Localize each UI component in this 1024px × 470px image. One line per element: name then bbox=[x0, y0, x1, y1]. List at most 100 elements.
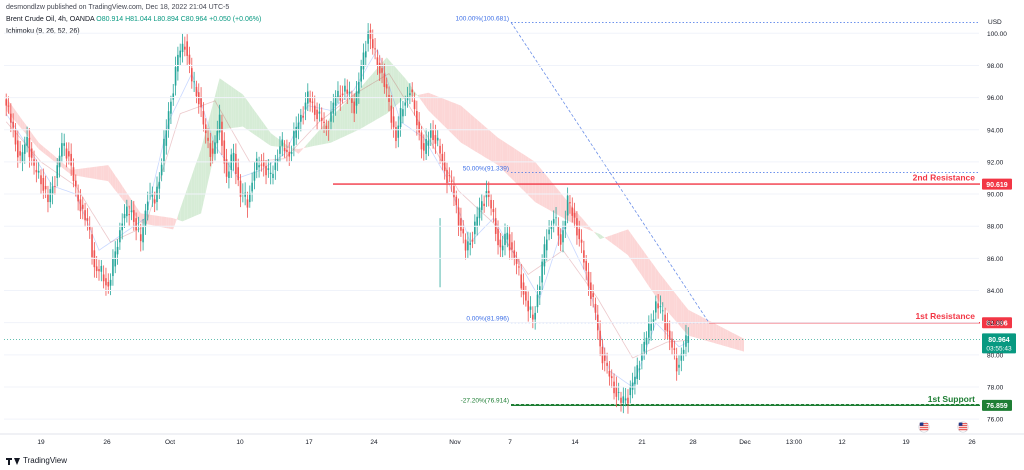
candle-body bbox=[153, 199, 156, 204]
cloud-segment bbox=[254, 110, 257, 137]
cloud-segment bbox=[293, 148, 297, 153]
candle-body bbox=[555, 217, 557, 219]
candle-body bbox=[566, 195, 569, 216]
candle-body bbox=[467, 241, 469, 251]
last-price-tag bbox=[982, 333, 1016, 354]
candle bbox=[636, 357, 639, 385]
economic-events[interactable] bbox=[918, 421, 969, 433]
candle-body bbox=[40, 175, 42, 185]
candle-body bbox=[360, 65, 362, 82]
candle bbox=[392, 107, 395, 138]
cloud-segment bbox=[602, 236, 605, 239]
candle bbox=[499, 233, 502, 257]
cloud-segment bbox=[80, 168, 83, 177]
cloud-segment bbox=[198, 149, 202, 215]
candle bbox=[151, 186, 154, 207]
candle bbox=[548, 220, 550, 241]
candle bbox=[404, 95, 407, 117]
cloud-segment bbox=[126, 192, 130, 209]
candle bbox=[436, 129, 439, 147]
price-axis[interactable]: USD 76.00 78.00 80.00 82.00 84.00 86.00 88.00 90… bbox=[4, 19, 1007, 424]
candle bbox=[675, 347, 678, 381]
candle bbox=[7, 96, 10, 114]
candle bbox=[457, 198, 460, 237]
cloud-segment bbox=[335, 110, 338, 141]
candle bbox=[606, 352, 608, 374]
candle bbox=[209, 132, 212, 167]
cloud-segment bbox=[407, 81, 410, 98]
fib-level-label: 0.00%(81.996) bbox=[466, 316, 509, 323]
indicator-legend[interactable]: Ichimoku (9, 26, 52, 26) bbox=[6, 28, 80, 35]
time-tick-label: 26 bbox=[968, 439, 976, 446]
fibonacci-retracement[interactable]: 100.00%(100.681) 50.00%(91.339) 0.00%(81.9… bbox=[456, 15, 980, 405]
cloud-segment bbox=[263, 123, 266, 143]
time-tick-label: 19 bbox=[37, 439, 45, 446]
candle-body bbox=[399, 108, 402, 128]
candle-body bbox=[68, 151, 70, 157]
candle-body bbox=[26, 136, 28, 146]
candle bbox=[320, 107, 323, 130]
cloud-segment bbox=[245, 97, 248, 130]
candle-body bbox=[258, 165, 260, 168]
candle-body bbox=[300, 114, 302, 122]
cloud-segment bbox=[231, 86, 234, 129]
candle-body bbox=[532, 314, 534, 320]
candle bbox=[98, 259, 100, 281]
cloud-segment bbox=[718, 325, 721, 345]
candle-body bbox=[65, 148, 68, 159]
cloud-segment bbox=[512, 146, 515, 182]
time-axis[interactable]: 19 26 Oct 10 17 24 Nov 7 14 21 28 Dec 13:00 12 19 26 bbox=[0, 433, 1024, 446]
cloud-segment bbox=[108, 165, 111, 185]
candle bbox=[578, 220, 581, 247]
time-tick-label: 10 bbox=[236, 439, 244, 446]
cloud-segment bbox=[456, 103, 459, 141]
candle bbox=[388, 86, 390, 112]
candle bbox=[188, 46, 191, 74]
candle-body bbox=[469, 242, 471, 245]
candle-body bbox=[592, 293, 594, 298]
candle-body bbox=[144, 210, 147, 227]
cloud-segment bbox=[667, 283, 670, 315]
cloud-segment bbox=[507, 143, 510, 177]
candle bbox=[474, 214, 476, 245]
candle bbox=[5, 93, 7, 117]
candle bbox=[583, 240, 585, 270]
candle-body bbox=[583, 250, 585, 263]
candle bbox=[139, 223, 142, 252]
candle bbox=[237, 158, 239, 187]
cloud-segment bbox=[319, 127, 322, 145]
level-name: 1st Resistance bbox=[915, 311, 975, 321]
candle-body bbox=[318, 111, 321, 114]
candle-body bbox=[10, 113, 12, 123]
cloud-segment bbox=[525, 155, 529, 196]
candle bbox=[365, 40, 367, 67]
cloud-segment bbox=[150, 214, 153, 226]
candle-body bbox=[21, 152, 24, 162]
cloud-segment bbox=[252, 107, 255, 135]
tradingview-footer[interactable]: TradingView bbox=[6, 456, 67, 465]
candle-body bbox=[529, 306, 532, 310]
level-price-text: 90.619 bbox=[986, 182, 1008, 189]
cloud-segment bbox=[168, 217, 171, 229]
candle-body bbox=[631, 382, 634, 390]
cloud-segment bbox=[604, 236, 608, 240]
candle bbox=[225, 148, 228, 184]
cloud-segment bbox=[465, 109, 468, 147]
candle-body bbox=[552, 219, 555, 224]
candle-body bbox=[211, 148, 214, 154]
candle-body bbox=[457, 207, 460, 226]
candle bbox=[351, 90, 353, 114]
candle bbox=[358, 72, 360, 104]
support-resistance-levels[interactable]: 2nd Resistance 90.619 1st Resistance 81.996… bbox=[4, 173, 1016, 411]
cloud-segment bbox=[563, 195, 566, 220]
candle-body bbox=[464, 239, 467, 251]
candle bbox=[346, 79, 349, 105]
cloud-segment bbox=[235, 89, 239, 128]
symbol-name[interactable]: Brent Crude Oil, 4h, OANDA bbox=[6, 16, 95, 23]
candle-body bbox=[638, 368, 641, 370]
cloud-segment bbox=[632, 235, 635, 266]
candle bbox=[545, 229, 548, 261]
cloud-segment bbox=[361, 84, 364, 129]
candle bbox=[95, 256, 98, 279]
